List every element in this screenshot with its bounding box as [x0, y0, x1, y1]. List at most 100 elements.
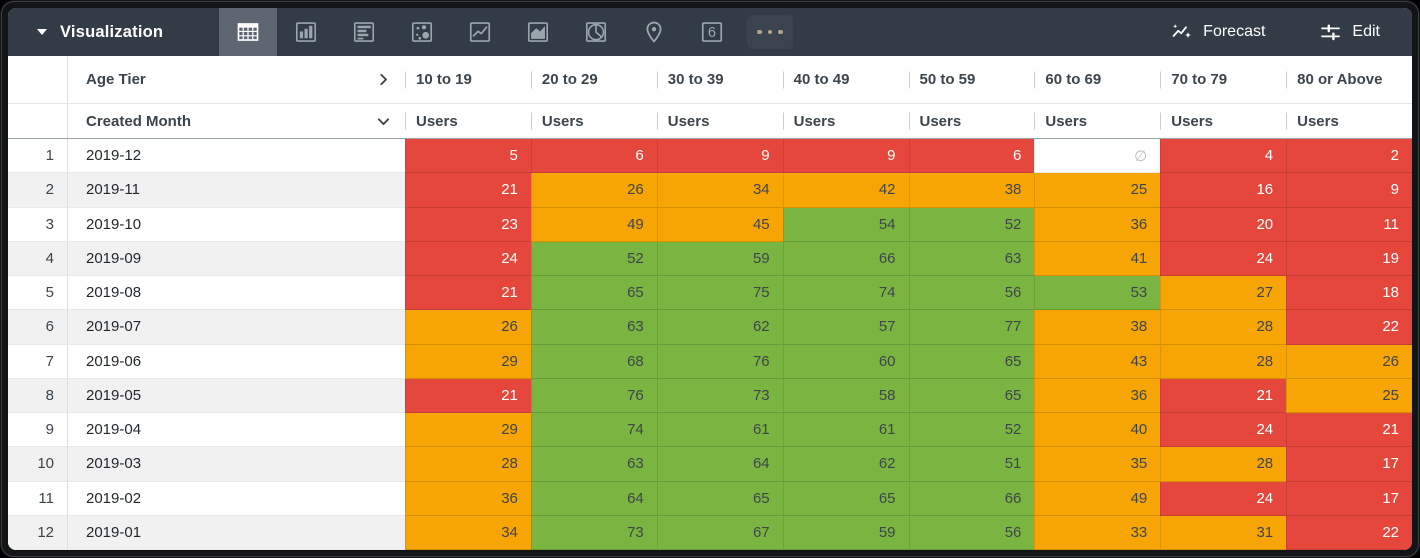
vis-type-area-chart-button[interactable]: [509, 8, 567, 56]
data-cell[interactable]: 29: [405, 344, 531, 379]
data-cell[interactable]: 26: [1286, 344, 1412, 379]
month-cell[interactable]: 2019-05: [68, 378, 405, 413]
data-cell[interactable]: 76: [656, 344, 783, 379]
data-cell[interactable]: 2: [1286, 139, 1412, 174]
data-cell[interactable]: 22: [1286, 515, 1412, 550]
data-cell[interactable]: 53: [1034, 276, 1161, 311]
vis-type-more-button[interactable]: [741, 8, 799, 56]
pivot-column-header[interactable]: 70 to 79: [1160, 56, 1286, 103]
data-cell[interactable]: 5: [405, 139, 531, 174]
month-cell[interactable]: 2019-02: [68, 481, 405, 516]
vis-type-bar-chart-button[interactable]: [335, 8, 393, 56]
month-cell[interactable]: 2019-10: [68, 207, 405, 242]
data-cell[interactable]: 31: [1160, 515, 1287, 550]
data-cell[interactable]: 45: [656, 207, 783, 242]
data-cell[interactable]: 63: [530, 310, 657, 345]
pivot-column-header[interactable]: 40 to 49: [783, 56, 909, 103]
data-cell[interactable]: 28: [405, 447, 531, 482]
data-cell[interactable]: 52: [530, 241, 657, 276]
data-cell[interactable]: 40: [1034, 413, 1161, 448]
measure-header[interactable]: Users: [405, 104, 531, 138]
data-cell[interactable]: 43: [1034, 344, 1161, 379]
month-cell[interactable]: 2019-09: [68, 241, 405, 276]
data-cell[interactable]: 63: [908, 241, 1035, 276]
data-cell[interactable]: 21: [405, 276, 531, 311]
data-cell[interactable]: 75: [656, 276, 783, 311]
data-cell[interactable]: 9: [782, 139, 909, 174]
data-cell[interactable]: 34: [405, 515, 531, 550]
forecast-button[interactable]: Forecast: [1170, 8, 1265, 56]
data-cell[interactable]: 17: [1286, 447, 1412, 482]
data-cell[interactable]: 22: [1286, 310, 1412, 345]
month-cell[interactable]: 2019-01: [68, 515, 405, 550]
vis-type-pie-chart-button[interactable]: [567, 8, 625, 56]
data-cell[interactable]: 74: [530, 413, 657, 448]
data-cell[interactable]: 62: [782, 447, 909, 482]
data-cell[interactable]: 38: [1034, 310, 1161, 345]
data-cell[interactable]: 21: [1160, 378, 1287, 413]
data-cell[interactable]: 57: [782, 310, 909, 345]
row-field-header[interactable]: Created Month: [68, 104, 405, 138]
month-cell[interactable]: 2019-08: [68, 276, 405, 311]
data-cell[interactable]: 24: [1160, 413, 1287, 448]
data-cell[interactable]: 28: [1160, 344, 1287, 379]
data-cell[interactable]: 61: [656, 413, 783, 448]
vis-type-scatter-button[interactable]: [393, 8, 451, 56]
vis-type-column-chart-button[interactable]: [277, 8, 335, 56]
data-cell[interactable]: 59: [782, 515, 909, 550]
data-cell[interactable]: 56: [908, 515, 1035, 550]
data-cell[interactable]: 24: [1160, 241, 1287, 276]
data-cell[interactable]: 25: [1286, 378, 1412, 413]
data-cell[interactable]: 9: [656, 139, 783, 174]
data-cell[interactable]: 52: [908, 207, 1035, 242]
data-cell[interactable]: 28: [1160, 447, 1287, 482]
data-cell[interactable]: 77: [908, 310, 1035, 345]
data-cell[interactable]: 29: [405, 413, 531, 448]
data-cell[interactable]: 26: [405, 310, 531, 345]
data-cell[interactable]: 49: [530, 207, 657, 242]
data-cell[interactable]: 36: [1034, 378, 1161, 413]
month-cell[interactable]: 2019-11: [68, 173, 405, 208]
data-cell[interactable]: 65: [908, 378, 1035, 413]
data-cell[interactable]: 36: [1034, 207, 1161, 242]
data-cell[interactable]: 27: [1160, 276, 1287, 311]
data-cell[interactable]: 35: [1034, 447, 1161, 482]
data-cell[interactable]: 51: [908, 447, 1035, 482]
data-cell[interactable]: 65: [530, 276, 657, 311]
data-cell[interactable]: 21: [1286, 413, 1412, 448]
measure-header[interactable]: Users: [909, 104, 1035, 138]
data-cell[interactable]: 65: [908, 344, 1035, 379]
data-cell[interactable]: 73: [656, 378, 783, 413]
data-cell[interactable]: 20: [1160, 207, 1287, 242]
data-cell[interactable]: 66: [782, 241, 909, 276]
pivot-column-header[interactable]: 60 to 69: [1034, 56, 1160, 103]
data-cell[interactable]: 64: [530, 481, 657, 516]
measure-header[interactable]: Users: [531, 104, 657, 138]
data-cell[interactable]: 42: [782, 173, 909, 208]
data-cell[interactable]: 56: [908, 276, 1035, 311]
vis-type-single-value-button[interactable]: 6: [683, 8, 741, 56]
measure-header[interactable]: Users: [783, 104, 909, 138]
vis-type-map-button[interactable]: [625, 8, 683, 56]
data-cell[interactable]: 76: [530, 378, 657, 413]
data-cell[interactable]: 62: [656, 310, 783, 345]
data-cell[interactable]: 6: [530, 139, 657, 174]
data-cell[interactable]: 33: [1034, 515, 1161, 550]
month-cell[interactable]: 2019-04: [68, 413, 405, 448]
data-cell[interactable]: 24: [405, 241, 531, 276]
vis-type-line-chart-button[interactable]: [451, 8, 509, 56]
data-cell[interactable]: 67: [656, 515, 783, 550]
data-cell[interactable]: 9: [1286, 173, 1412, 208]
measure-header[interactable]: Users: [1286, 104, 1412, 138]
data-cell[interactable]: 38: [908, 173, 1035, 208]
data-cell[interactable]: 52: [908, 413, 1035, 448]
edit-button[interactable]: Edit: [1319, 8, 1380, 56]
pivot-column-header[interactable]: 10 to 19: [405, 56, 531, 103]
data-cell[interactable]: 59: [656, 241, 783, 276]
month-cell[interactable]: 2019-03: [68, 447, 405, 482]
month-cell[interactable]: 2019-06: [68, 344, 405, 379]
data-cell[interactable]: 36: [405, 481, 531, 516]
data-cell[interactable]: 19: [1286, 241, 1412, 276]
pivot-column-header[interactable]: 50 to 59: [909, 56, 1035, 103]
data-cell[interactable]: 49: [1034, 481, 1161, 516]
